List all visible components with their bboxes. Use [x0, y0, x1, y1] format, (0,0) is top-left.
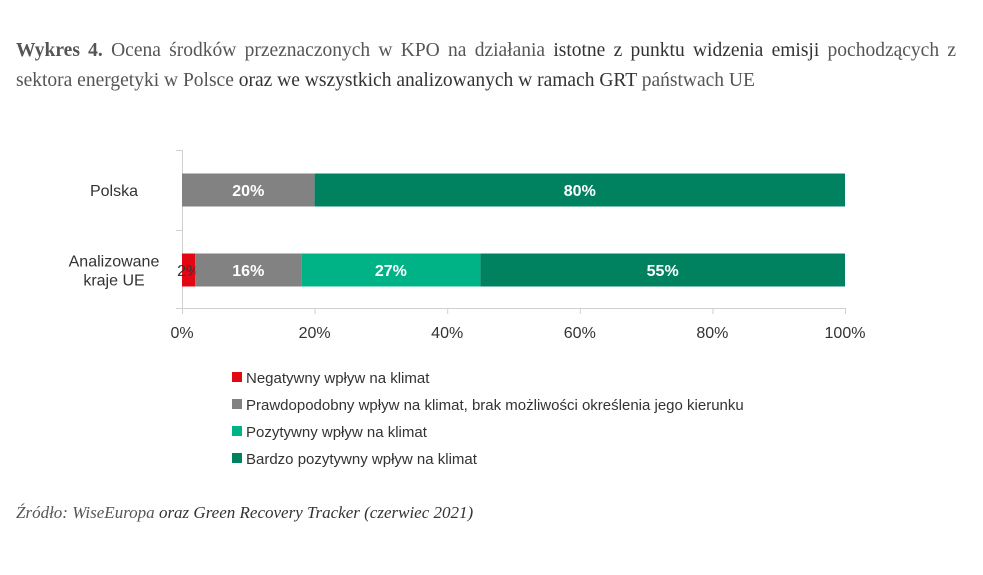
chart-svg: 0% 20% 40% 60% 80% 100% Polska Analizowane kraje…	[69, 150, 866, 468]
legend-swatch	[232, 399, 242, 409]
source-part-1: Źródło: WiseEuropa	[16, 503, 155, 522]
legend-label: Bardzo pozytywny wpływ na klimat	[246, 451, 478, 468]
legend-swatch	[232, 426, 242, 436]
bar-segment	[480, 253, 845, 287]
legend-label: Prawdopodobny wpływ na klimat, brak możl…	[246, 397, 744, 414]
data-label: 20%	[232, 183, 264, 200]
legend-swatch	[232, 372, 242, 382]
data-label: 2%	[177, 263, 200, 280]
source-note: Źródło: WiseEuropa oraz Green Recovery T…	[16, 503, 473, 523]
bar-segment	[314, 173, 846, 207]
title-part-3: pochodzących z sektora energetyki w Pols…	[16, 40, 956, 91]
title-part-1: Ocena środków przeznaczonych w KPO na dz…	[111, 40, 546, 61]
data-label: 55%	[647, 263, 679, 280]
x-tick-label: 80%	[696, 325, 728, 342]
stacked-bar-chart: 0% 20% 40% 60% 80% 100% Polska Analizowane kraje…	[0, 140, 983, 480]
bar-segment	[182, 173, 315, 207]
legend-label: Negatywny wpływ na klimat	[246, 370, 430, 387]
source-part-2: oraz Green Recovery Tracker (czerwiec 20…	[158, 503, 474, 522]
x-tick-label: 20%	[299, 325, 331, 342]
bar-segment	[195, 253, 302, 287]
x-tick-label: 100%	[825, 325, 866, 342]
x-tick-label: 40%	[431, 325, 463, 342]
figure-number: Wykres 4.	[16, 40, 103, 61]
category-label: Polska	[90, 183, 138, 200]
x-tick-label: 0%	[170, 325, 193, 342]
title-part-2: istotne z punktu widzenia emisji	[553, 40, 820, 61]
data-label: 27%	[375, 263, 407, 280]
legend-swatch	[232, 453, 242, 463]
x-tick-label: 60%	[564, 325, 596, 342]
data-label: 80%	[564, 183, 596, 200]
chart-title: Wykres 4. Ocena środków przeznaczonych w…	[16, 36, 956, 96]
data-label: 16%	[232, 263, 264, 280]
bar-segment	[182, 253, 196, 287]
title-part-5: państwach UE	[641, 70, 755, 91]
legend-label: Pozytywny wpływ na klimat	[246, 424, 428, 441]
bar-segment	[301, 253, 481, 287]
category-label: Analizowane	[69, 254, 160, 271]
title-part-4: oraz we wszystkich analizowanych w ramac…	[238, 70, 637, 91]
category-label: kraje UE	[83, 273, 144, 290]
